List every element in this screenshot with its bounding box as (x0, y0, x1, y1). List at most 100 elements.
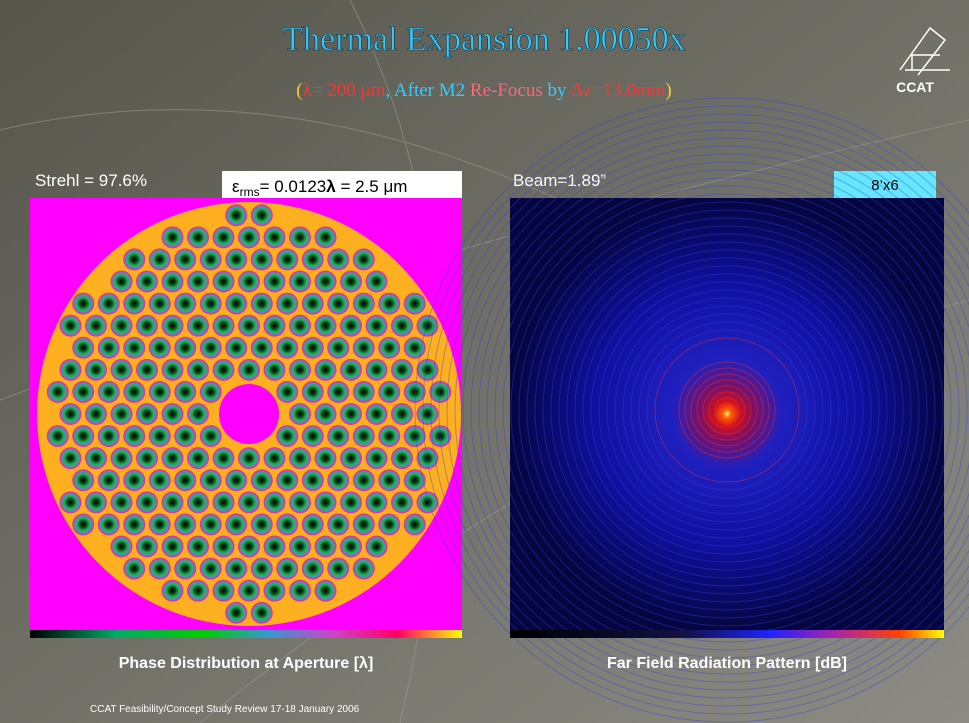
aperture-dot (353, 337, 375, 359)
aperture-dot (353, 513, 375, 535)
aperture-dot (200, 337, 222, 359)
aperture-dot (162, 359, 184, 381)
aperture-dot (200, 293, 222, 315)
aperture-dot (85, 403, 107, 425)
aperture-dot (289, 447, 311, 469)
aperture-dot (98, 469, 120, 491)
aperture-dot (264, 359, 286, 381)
aperture-dot (391, 403, 413, 425)
aperture-hole (219, 384, 279, 444)
aperture-dot (225, 469, 247, 491)
aperture-dot (366, 491, 388, 513)
aperture-dot (187, 315, 209, 337)
aperture-dot (251, 248, 273, 270)
aperture-dot (378, 425, 400, 447)
aperture-dot (162, 226, 184, 248)
aperture-dot (162, 535, 184, 557)
aperture-dot (123, 558, 145, 580)
aperture-dot (327, 381, 349, 403)
aperture-dot (123, 513, 145, 535)
aperture-dot (72, 425, 94, 447)
aperture-dot (327, 558, 349, 580)
aperture-dot (238, 535, 260, 557)
aperture-dot (340, 535, 362, 557)
aperture-dot (225, 204, 247, 226)
aperture-dot (315, 359, 337, 381)
aperture-dot (378, 513, 400, 535)
aperture-dot (111, 535, 133, 557)
aperture-dot (276, 293, 298, 315)
aperture-dot (123, 381, 145, 403)
aperture-dot (289, 359, 311, 381)
subtitle-part: λ= 200 μm (303, 80, 386, 101)
aperture-dot (251, 558, 273, 580)
aperture-dot (123, 425, 145, 447)
aperture-dot (85, 447, 107, 469)
aperture-dot (111, 491, 133, 513)
aperture-dot (187, 226, 209, 248)
aperture-dot (136, 491, 158, 513)
aperture-dot (378, 381, 400, 403)
aperture-dot (72, 381, 94, 403)
aperture-dot (366, 447, 388, 469)
aperture-dot (225, 513, 247, 535)
aperture-dot (149, 425, 171, 447)
aperture-dot (238, 315, 260, 337)
aperture-dot (417, 403, 439, 425)
aperture-dot (60, 403, 82, 425)
aperture-dot (391, 359, 413, 381)
aperture-dot (238, 447, 260, 469)
subtitle: (λ= 200 μm, After M2 Re-Focus by Δz=13.0… (296, 80, 672, 101)
aperture-dot (136, 271, 158, 293)
aperture-dot (340, 271, 362, 293)
title: Thermal Expansion 1.00050x (282, 21, 685, 58)
aperture-dot (353, 558, 375, 580)
right-caption: Far Field Radiation Pattern [dB] (607, 655, 847, 672)
aperture-dot (327, 425, 349, 447)
aperture-dot (213, 315, 235, 337)
aperture-dot (123, 337, 145, 359)
aperture-dot (315, 491, 337, 513)
aperture-dot (327, 248, 349, 270)
aperture-dot (187, 403, 209, 425)
left-caption: Phase Distribution at Aperture [λ] (119, 655, 374, 672)
aperture-dot (264, 447, 286, 469)
aperture-dot (213, 359, 235, 381)
aperture-dot (353, 248, 375, 270)
aperture-dot (289, 315, 311, 337)
aperture-dot (72, 337, 94, 359)
subtitle-part: Δz=13.0mm (571, 80, 665, 101)
aperture-dot (315, 580, 337, 602)
aperture-dot (340, 403, 362, 425)
footer: CCAT Feasibility/Concept Study Review 17… (90, 704, 360, 715)
aperture-dot (72, 469, 94, 491)
aperture-dot (340, 447, 362, 469)
aperture-dot (213, 447, 235, 469)
aperture-dot (225, 602, 247, 624)
aperture-dot (123, 293, 145, 315)
aperture-dot (302, 248, 324, 270)
colorbar (30, 630, 462, 638)
aperture-dot (315, 447, 337, 469)
aperture-dot (174, 248, 196, 270)
aperture-dot (315, 403, 337, 425)
aperture-dot (391, 315, 413, 337)
aperture-dot (162, 491, 184, 513)
aperture-dot (251, 293, 273, 315)
aperture-dot (353, 469, 375, 491)
aperture-dot (111, 271, 133, 293)
aperture-dot (315, 226, 337, 248)
aperture-dot (404, 425, 426, 447)
aperture-dot (162, 403, 184, 425)
aperture-dot (187, 580, 209, 602)
aperture-dot (200, 469, 222, 491)
aperture-dot (378, 337, 400, 359)
aperture-dot (340, 359, 362, 381)
slide: Thermal Expansion 1.00050x (λ= 200 μm, A… (0, 0, 969, 723)
aperture-dot (327, 513, 349, 535)
aperture-dot (162, 580, 184, 602)
aperture-dot (251, 337, 273, 359)
aperture-dot (200, 425, 222, 447)
aperture-dot (366, 271, 388, 293)
erms-part: = 0.0123 (260, 177, 327, 196)
